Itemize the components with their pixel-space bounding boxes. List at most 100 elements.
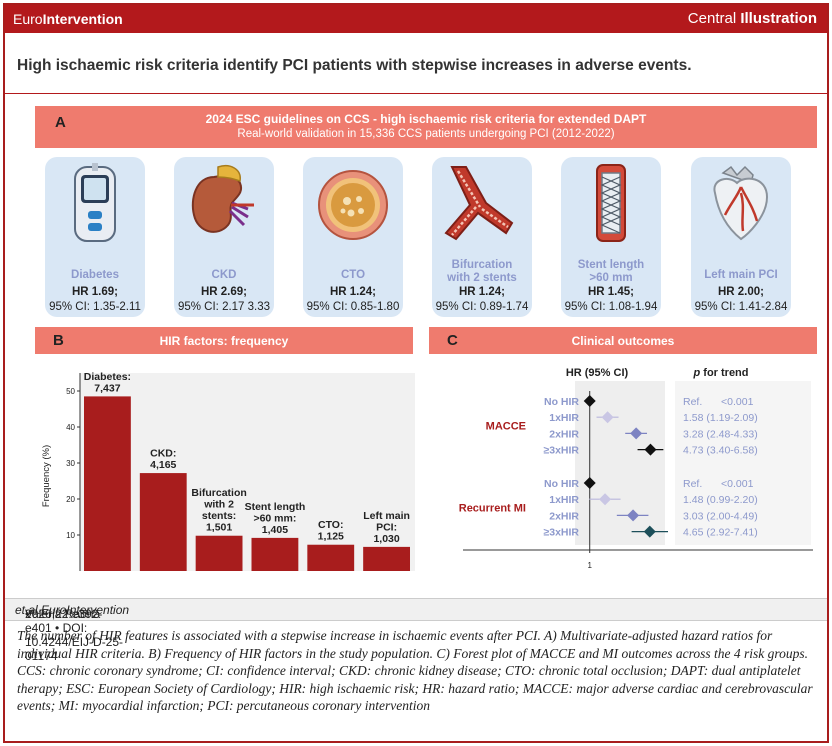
criterion-card-stent: Stent length >60 mm HR 1.45; 95% CI: 1.08… [561,157,661,317]
bar-4 [251,537,299,571]
bar-label: Left main PCI: 1,030 [363,510,410,545]
panel-a-letter: A [55,114,66,131]
criterion-hr: HR 1.69; [71,286,119,298]
citation: Valeria Raona et al. • EuroIntervention … [15,603,130,663]
bar-label-line: PCI: [376,521,397,533]
hr-marker [627,509,640,522]
criterion-hr: HR 2.69; [200,286,248,298]
p-value: <0.001 [721,478,754,490]
bar-label-line: 7,437 [94,382,120,394]
bar-label: CKD: 4,165 [150,448,176,472]
bar-label-line: Bifurcation [191,487,246,499]
bar-label: CTO: 1,125 [318,519,344,543]
citation-bar: Valeria Raona et al. • EuroIntervention … [5,598,827,663]
y-tick-label: 30 [66,459,75,468]
hr-value: 4.65 (2.92-7.41) [683,527,758,539]
criterion-card-left-main: Left main PCI HR 2.00; 95% CI: 1.41-2.84 [691,157,791,317]
hr-marker [583,395,596,407]
panel-c-title: Clinical outcomes [571,334,675,348]
bar-label-line: CTO: [318,519,343,531]
criterion-name: CTO [340,269,366,281]
y-axis-label: Frequency (%) [41,445,52,507]
bar-label: Diabetes: 7,437 [84,371,131,395]
figure-caption: The number of HIR features is associated… [17,628,813,713]
y-tick-label: 10 [66,531,75,540]
criterion-ci: 95% CI: 1.08-1.94 [564,301,658,313]
panel-a-subtitle: Real-world validation in 15,336 CCS pati… [237,128,615,140]
forest-plot: HR (95% CI) p for trend 1 MACCE No HIR Ref. <0… [459,367,813,570]
hr-marker [583,477,596,489]
criterion-card-bifurcation: Bifurcation with 2 stents HR 1.24; 95% CI… [432,157,532,317]
section-label: Central Illustration [687,10,817,27]
plot-area [80,373,415,571]
criterion-card-ckd: CKD HR 2.69; 95% CI: 2.17 3.33 [174,157,274,317]
group-label: 1xHIR [549,494,579,506]
journal-brand: EuroIntervention [13,11,123,27]
criterion-ci: 95% CI: 2.17 3.33 [177,301,271,313]
bar-5 [307,544,355,571]
panel-b-title: HIR factors: frequency [159,334,289,348]
bar-label: Stent length >60 mm: 1,405 [245,501,306,536]
y-tick-label: 40 [66,423,75,432]
stent-icon [596,164,626,242]
panel-c-header: C Clinical outcomes [429,327,817,354]
criterion-ci: 95% CI: 0.85-1.80 [306,301,400,313]
headline: High ischaemic risk criteria identify PC… [17,57,692,74]
bar-label: Bifurcation with 2 stents: 1,501 [191,487,246,533]
hr-marker [630,427,643,440]
hr-value: Ref. [683,478,702,490]
p-value: <0.001 [721,396,754,408]
criterion-hr: HR 1.45; [587,286,635,298]
group-label: 2xHIR [549,428,579,440]
panel-c-letter: C [447,332,458,349]
bar-label-line: 1,501 [206,522,232,534]
criterion-name: Stent length >60 mm [577,259,645,284]
hr-column-header: HR (95% CI) [566,367,629,379]
bar-label-line: Diabetes: [84,371,131,383]
y-tick-label: 20 [66,495,75,504]
criterion-hr: HR 1.24; [458,286,506,298]
bar-3 [195,535,243,571]
hr-marker [599,493,612,506]
group-label: No HIR [544,396,579,408]
hr-value: 3.28 (2.48-4.33) [683,428,758,440]
divider [5,93,827,94]
panel-a-title: 2024 ESC guidelines on CCS - high ischae… [205,112,647,126]
glucometer-icon [74,163,116,242]
hr-marker [644,443,657,456]
group-label: ≥3xHIR [543,445,579,457]
criterion-ci: 95% CI: 1.41-2.84 [694,301,788,313]
hr-value: 4.73 (3.40-6.58) [683,445,758,457]
criterion-card-diabetes: Diabetes HR 1.69; 95% CI: 1.35-2.11 [45,157,145,317]
criterion-ci: 95% CI: 1.35-2.11 [49,301,141,313]
x-tick-label: 1 [587,561,592,570]
frequency-bar-chart: 10 20 30 40 50 Frequency (%) Diabetes: 7,437 CKD… [41,371,415,571]
bar-2 [139,473,187,571]
p-trend-header: p for trend [692,367,748,379]
bar-label-line: >60 mm: [253,512,296,524]
hr-value: 1.48 (0.99-2.20) [683,494,758,506]
outcome-label: MACCE [486,420,526,432]
hr-value: Ref. [683,396,702,408]
criterion-name: Bifurcation with 2 stents [447,259,517,284]
bar-label-line: with 2 [203,499,234,511]
hr-marker [601,411,614,424]
bar-6 [363,546,410,571]
illustration-frame: EuroIntervention Central Illustration Hi… [3,3,829,743]
bar-label-line: CKD: [150,448,176,460]
hr-value: 1.58 (1.19-2.09) [683,412,758,424]
criterion-name: Left main PCI [704,269,778,281]
panel-a-header: A 2024 ESC guidelines on CCS - high isch… [35,106,817,148]
group-label: No HIR [544,478,579,490]
criterion-name: Diabetes [71,269,119,281]
panel-b-letter: B [53,332,64,349]
criterion-ci: 95% CI: 0.89-1.74 [435,301,529,313]
bar-label-line: Left main [363,510,410,522]
kidney-icon [191,165,254,233]
bar-label-line: 1,405 [262,524,288,536]
criterion-hr: HR 2.00; [717,286,765,298]
bar-label-line: Stent length [245,501,306,513]
criterion-card-cto: CTO HR 1.24; 95% CI: 0.85-1.80 [303,157,403,317]
criterion-name: CKD [211,269,237,281]
values-panel-bg [675,381,811,545]
